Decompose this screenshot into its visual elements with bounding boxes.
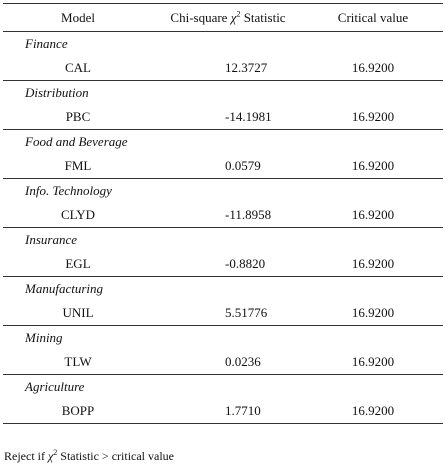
sector-row: Mining [3, 326, 443, 349]
sector-row: Info. Technology [3, 179, 443, 202]
table-row: BOPP 1.7710 16.9200 [3, 398, 443, 424]
sector-row: Distribution [3, 81, 443, 104]
header-statistic: Chi-square χ2 Statistic [170, 9, 286, 25]
chi-square-table: Model Chi-square χ2 Statistic Critical v… [3, 3, 443, 424]
table-row: TLW 0.0236 16.9200 [3, 349, 443, 375]
statistic-cell: -14.1981 [225, 108, 272, 124]
table-row: CLYD -11.8958 16.9200 [3, 202, 443, 228]
statistic-cell: 1.7710 [225, 402, 261, 418]
sector-row: Agriculture [3, 375, 443, 398]
table-row: EGL -0.8820 16.9200 [3, 251, 443, 277]
table-row: CAL 12.3727 16.9200 [3, 55, 443, 81]
sector-label: Manufacturing [25, 280, 103, 296]
critical-value-cell: 16.9200 [351, 304, 395, 320]
table-row: FML 0.0579 16.9200 [3, 153, 443, 179]
statistic-cell: -0.8820 [225, 255, 266, 271]
sector-label: Food and Beverage [25, 133, 128, 149]
statistic-cell: 5.51776 [225, 304, 268, 320]
statistic-cell: 0.0579 [225, 157, 261, 173]
critical-value-cell: 16.9200 [351, 206, 395, 222]
table-note: Reject if χ2 Statistic > critical value [4, 448, 174, 464]
model-cell: PBC [65, 108, 91, 124]
header-model: Model [61, 9, 95, 25]
sector-label: Agriculture [25, 378, 85, 394]
model-cell: UNIL [62, 304, 94, 320]
table-body: Finance CAL 12.3727 16.9200 Distribution PBC -… [3, 32, 443, 424]
model-cell: BOPP [61, 402, 95, 418]
sector-row: Food and Beverage [3, 130, 443, 153]
critical-value-cell: 16.9200 [351, 255, 395, 271]
header-critical-value: Critical value [337, 9, 409, 25]
sector-row: Finance [3, 32, 443, 55]
model-cell: CLYD [60, 206, 96, 222]
statistic-cell: -11.8958 [225, 206, 272, 222]
table-header: Model Chi-square χ2 Statistic Critical v… [3, 3, 443, 32]
critical-value-cell: 16.9200 [351, 402, 395, 418]
model-cell: EGL [65, 255, 91, 271]
sector-row: Manufacturing [3, 277, 443, 300]
critical-value-cell: 16.9200 [351, 157, 395, 173]
sector-label: Finance [25, 35, 68, 51]
sector-label: Distribution [25, 84, 89, 100]
statistic-cell: 12.3727 [225, 59, 268, 75]
sector-row: Insurance [3, 228, 443, 251]
sector-label: Mining [25, 329, 63, 345]
model-cell: TLW [64, 353, 92, 369]
model-cell: FML [64, 157, 92, 173]
table-row: PBC -14.1981 16.9200 [3, 104, 443, 130]
sector-label: Info. Technology [25, 182, 112, 198]
table-row: UNIL 5.51776 16.9200 [3, 300, 443, 326]
sector-label: Insurance [25, 231, 77, 247]
statistic-cell: 0.0236 [225, 353, 261, 369]
model-cell: CAL [65, 59, 91, 75]
critical-value-cell: 16.9200 [351, 353, 395, 369]
critical-value-cell: 16.9200 [351, 108, 395, 124]
critical-value-cell: 16.9200 [351, 59, 395, 75]
